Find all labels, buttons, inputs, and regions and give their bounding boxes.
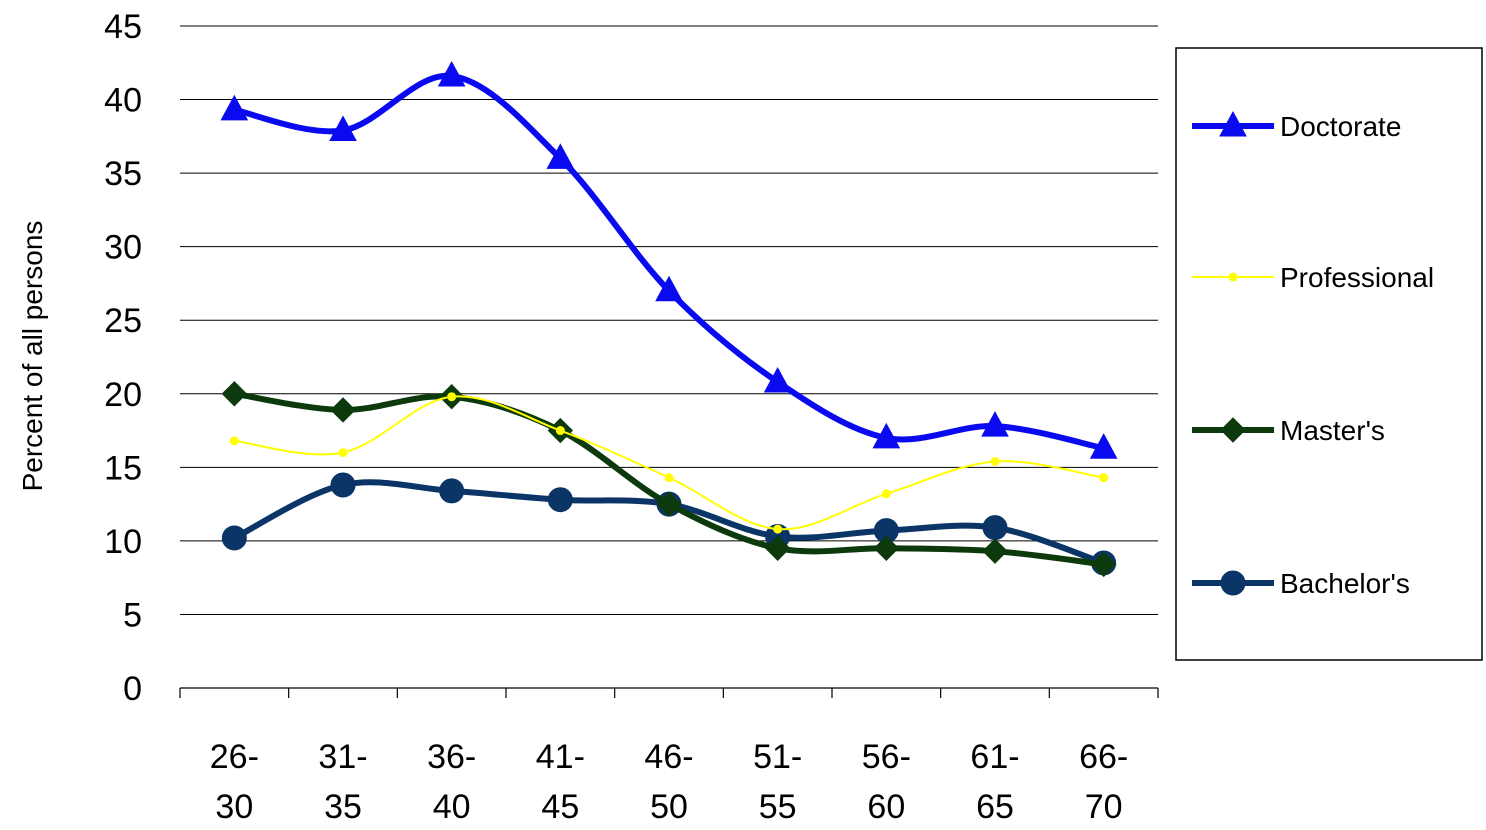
series-master-s bbox=[221, 381, 1117, 578]
data-point-professional bbox=[773, 524, 783, 534]
x-tick-label-line: 50 bbox=[650, 788, 688, 826]
legend-item-professional: Professional bbox=[1192, 262, 1434, 293]
x-tick-label-line: 66- bbox=[1079, 738, 1128, 776]
y-tick-label: 5 bbox=[123, 596, 142, 634]
x-tick-label: 41-45 bbox=[536, 738, 585, 826]
data-point-professional bbox=[664, 473, 674, 483]
x-tick-label: 26-30 bbox=[210, 738, 259, 826]
data-point-doctorate bbox=[546, 143, 575, 169]
x-tick-label-line: 70 bbox=[1085, 788, 1123, 826]
x-tick-label-line: 65 bbox=[976, 788, 1014, 826]
legend-label-professional: Professional bbox=[1280, 262, 1434, 293]
x-tick-label: 66-70 bbox=[1079, 738, 1128, 826]
data-point-professional bbox=[990, 456, 1000, 466]
x-tick-label-line: 30 bbox=[215, 788, 253, 826]
y-tick-label: 0 bbox=[123, 670, 142, 708]
legend-item-master-s: Master's bbox=[1192, 415, 1385, 446]
data-point-doctorate bbox=[763, 366, 792, 393]
data-point-master-s bbox=[221, 381, 248, 407]
series-professional bbox=[229, 392, 1109, 534]
data-point-doctorate bbox=[437, 60, 466, 87]
series-doctorate bbox=[220, 60, 1118, 459]
legend-box bbox=[1175, 47, 1483, 661]
legend-label-bachelor-s: Bachelor's bbox=[1280, 568, 1410, 599]
series-lines bbox=[220, 60, 1118, 578]
legend-marker-doctorate bbox=[1219, 110, 1247, 137]
x-tick-label-line: 56- bbox=[862, 738, 911, 776]
y-tick-label: 15 bbox=[104, 449, 142, 487]
x-tick-label-line: 45 bbox=[541, 788, 579, 826]
data-point-bachelor-s bbox=[221, 525, 247, 551]
y-tick-label: 10 bbox=[104, 523, 142, 561]
data-point-master-s bbox=[764, 535, 791, 561]
x-tick-label-line: 61- bbox=[970, 738, 1019, 776]
data-point-master-s bbox=[873, 535, 900, 561]
y-tick-label: 35 bbox=[104, 155, 142, 193]
y-tick-label: 20 bbox=[104, 376, 142, 414]
data-point-bachelor-s bbox=[547, 487, 573, 513]
x-tick-label-line: 55 bbox=[759, 788, 797, 826]
x-tick-label-line: 41- bbox=[536, 738, 585, 776]
y-axis-label: Percent of all persons bbox=[17, 221, 48, 492]
data-point-master-s bbox=[982, 538, 1008, 564]
x-tick-label: 56-60 bbox=[862, 738, 911, 826]
x-tick-label-line: 40 bbox=[433, 788, 471, 826]
x-tick-label-line: 31- bbox=[318, 738, 367, 776]
x-tick-label-line: 36- bbox=[427, 738, 476, 776]
series-line-doctorate bbox=[233, 73, 1105, 452]
x-tick-label: 51-55 bbox=[753, 738, 802, 826]
data-point-doctorate bbox=[981, 411, 1009, 437]
data-point-professional bbox=[447, 392, 457, 402]
x-axis: 26-3031-3536-4041-4546-5051-5556-6061-65… bbox=[179, 687, 1159, 826]
data-point-master-s bbox=[1090, 551, 1117, 578]
legend-label-master-s: Master's bbox=[1280, 415, 1385, 446]
y-tick-label: 25 bbox=[104, 302, 142, 340]
x-tick-label-line: 35 bbox=[324, 788, 362, 826]
data-point-master-s bbox=[656, 491, 682, 517]
data-point-doctorate bbox=[655, 275, 683, 302]
legend: Doctorate Professional Master's Bachelor's bbox=[1175, 47, 1483, 661]
data-point-master-s bbox=[330, 397, 356, 423]
data-point-professional bbox=[338, 448, 348, 458]
x-tick-label-line: 60 bbox=[867, 788, 905, 826]
data-point-doctorate bbox=[872, 422, 901, 449]
x-tick-label-line: 26- bbox=[210, 738, 259, 776]
data-point-bachelor-s bbox=[330, 472, 356, 498]
legend-item-bachelor-s: Bachelor's bbox=[1192, 568, 1410, 599]
data-point-bachelor-s bbox=[982, 515, 1008, 541]
x-tick-label: 46-50 bbox=[644, 738, 693, 826]
y-tick-label: 40 bbox=[104, 82, 142, 120]
y-axis-tick-labels: 0 5 10 15 20 25 30 35 40 45 bbox=[104, 8, 142, 708]
y-tick-label: 30 bbox=[104, 229, 142, 267]
legend-label-doctorate: Doctorate bbox=[1280, 111, 1401, 142]
data-point-bachelor-s bbox=[439, 478, 465, 504]
data-point-doctorate bbox=[220, 94, 249, 121]
legend-item-doctorate: Doctorate bbox=[1192, 110, 1401, 142]
data-point-professional bbox=[1099, 473, 1109, 483]
data-point-professional bbox=[555, 426, 565, 436]
data-point-doctorate bbox=[1089, 433, 1118, 459]
series-bachelor-s bbox=[221, 472, 1117, 576]
legend-marker-master-s bbox=[1220, 417, 1246, 443]
x-tick-label: 36-40 bbox=[427, 738, 476, 826]
gridlines bbox=[180, 25, 1158, 615]
x-tick-label-line: 46- bbox=[644, 738, 693, 776]
data-point-professional bbox=[881, 489, 891, 499]
x-tick-label: 31-35 bbox=[318, 738, 367, 826]
data-point-doctorate bbox=[329, 115, 357, 141]
y-tick-label: 45 bbox=[104, 8, 142, 46]
legend-marker-professional bbox=[1228, 272, 1238, 282]
legend-marker-bachelor-s bbox=[1220, 570, 1246, 596]
x-tick-label-line: 51- bbox=[753, 738, 802, 776]
x-tick-label: 61-65 bbox=[970, 738, 1019, 826]
data-point-professional bbox=[229, 436, 239, 446]
